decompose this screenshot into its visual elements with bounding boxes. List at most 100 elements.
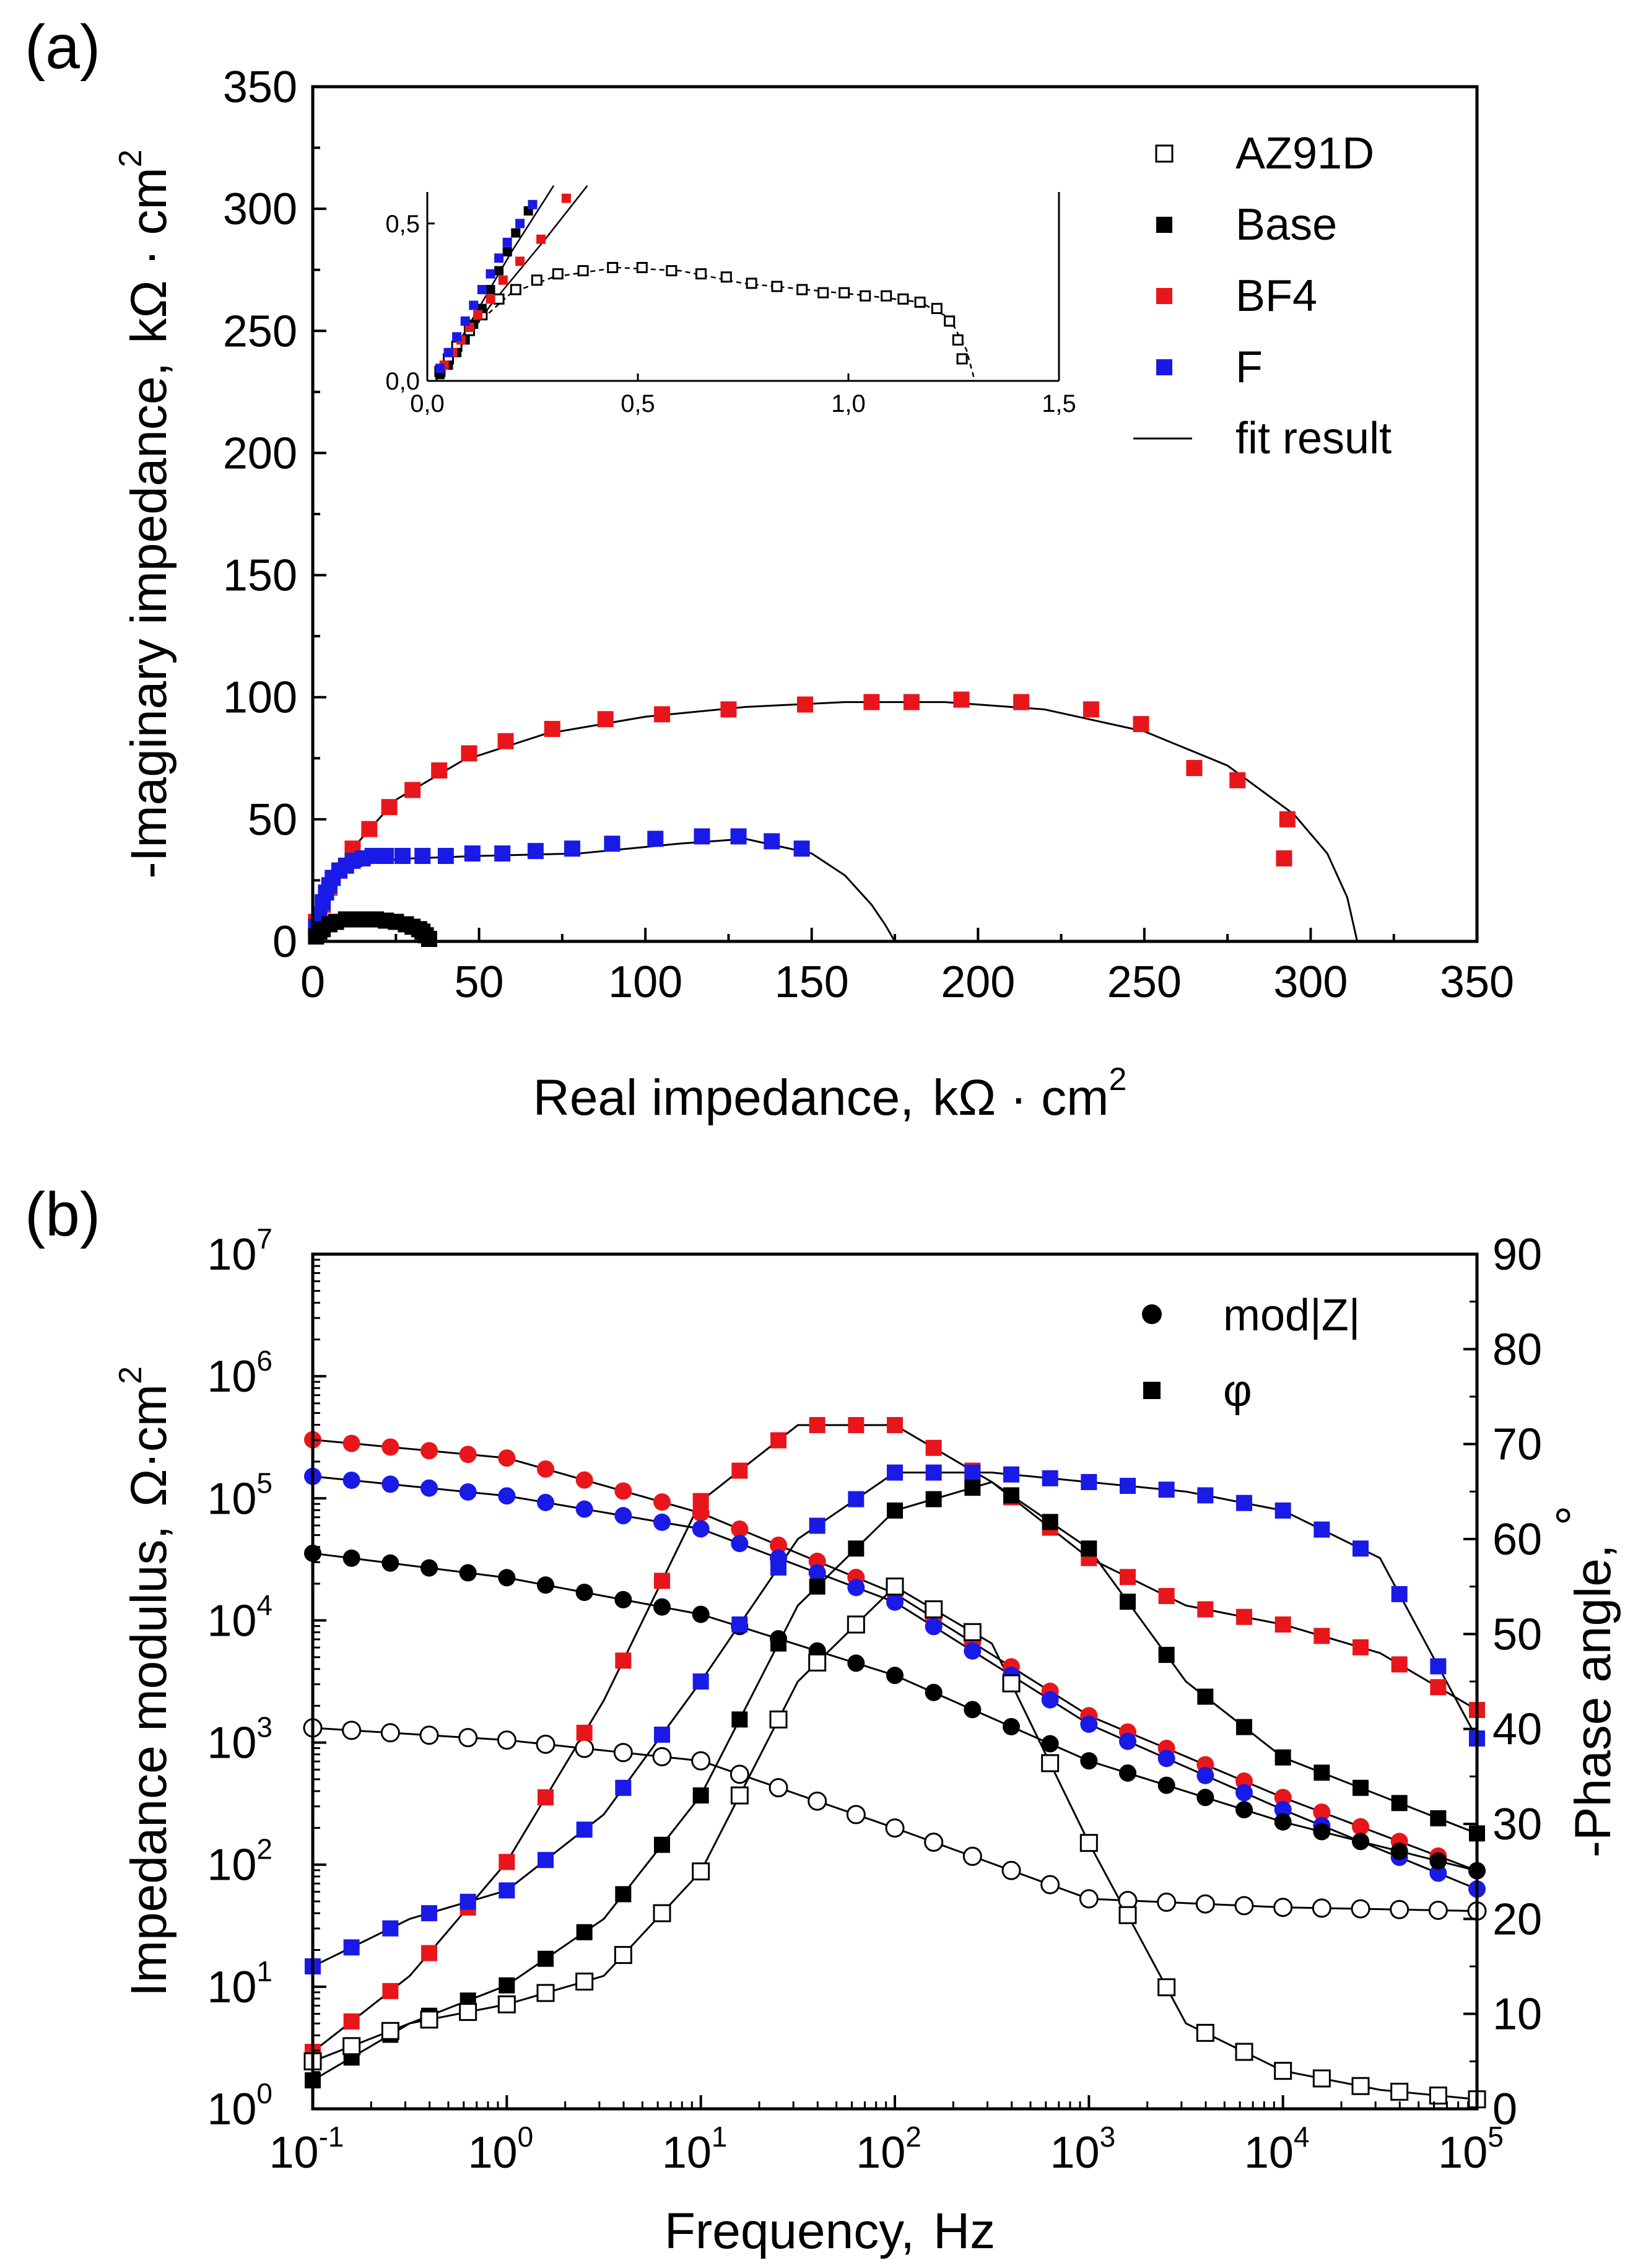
modulus-point-f bbox=[1196, 1766, 1214, 1784]
modulus-point-base bbox=[459, 1564, 477, 1582]
x-tick-label: 100 bbox=[468, 2121, 533, 2178]
modulus-point-az91d bbox=[885, 1818, 905, 1838]
y-tick-label: 300 bbox=[223, 185, 297, 234]
phase-point-f bbox=[1120, 1478, 1136, 1494]
modulus-point-f bbox=[692, 1520, 710, 1538]
modulus-point-base bbox=[847, 1654, 865, 1672]
modulus-point-bf4 bbox=[614, 1482, 632, 1500]
legend-label: F bbox=[1235, 342, 1263, 392]
phase-point-base bbox=[1391, 1795, 1408, 1812]
inset-point-az91d bbox=[881, 290, 892, 302]
phase-point-base bbox=[576, 1924, 593, 1940]
y-tick-label: 104 bbox=[207, 1589, 272, 1646]
x-tick-label: 300 bbox=[1273, 957, 1348, 1007]
y-tick-label: 100 bbox=[207, 2077, 272, 2134]
phase-point-f bbox=[1003, 1466, 1019, 1483]
data-point-bf4 bbox=[1083, 701, 1099, 718]
data-point-f bbox=[564, 840, 580, 857]
data-point-bf4 bbox=[1013, 694, 1030, 710]
phase-point-az91d bbox=[886, 1577, 904, 1596]
phase-point-az91d bbox=[342, 2037, 361, 2056]
data-point-f bbox=[764, 833, 780, 850]
panel-a-x-axis-label: Real impedance, kΩ · cm2 bbox=[533, 1062, 1127, 1126]
inset-point-f bbox=[515, 219, 525, 229]
phase-point-base bbox=[925, 1491, 942, 1507]
phase-point-bf4 bbox=[1158, 1588, 1175, 1604]
modulus-point-base bbox=[1003, 1717, 1020, 1735]
x-tick-label: 250 bbox=[1107, 957, 1182, 1007]
modulus-point-f bbox=[1274, 1801, 1292, 1818]
phase-point-bf4 bbox=[1197, 1601, 1214, 1618]
legend-label: fit result bbox=[1235, 414, 1392, 463]
data-point-f bbox=[464, 845, 481, 862]
panel-b-x-axis-label: Frequency, Hz bbox=[664, 2203, 995, 2259]
inset-point-bf4 bbox=[536, 234, 546, 244]
phase-point-az91d bbox=[575, 1973, 594, 1991]
inset-point-base bbox=[494, 266, 504, 276]
modulus-point-bf4 bbox=[731, 1520, 749, 1538]
phase-point-f bbox=[848, 1491, 865, 1507]
phase-point-az91d bbox=[1274, 2062, 1292, 2080]
panel-b-label: (b) bbox=[25, 1180, 100, 1249]
data-point-bf4 bbox=[1229, 772, 1246, 788]
data-point-bf4 bbox=[1186, 760, 1203, 777]
modulus-point-az91d bbox=[924, 1832, 944, 1852]
phase-point-f bbox=[887, 1464, 903, 1481]
panel-a-nyquist-plot: (a) 0 50 100 150 200 250 300 350 0 50 100 150 200 25… bbox=[25, 12, 1514, 1126]
x-tick-label: 102 bbox=[856, 2121, 921, 2178]
modulus-point-az91d bbox=[846, 1805, 866, 1825]
data-point-bf4 bbox=[404, 782, 421, 798]
phase-point-f bbox=[343, 1939, 360, 1956]
y-tick-label: 350 bbox=[223, 63, 297, 112]
modulus-point-az91d bbox=[1234, 1896, 1254, 1916]
modulus-point-f bbox=[925, 1618, 943, 1636]
phase-point-bf4 bbox=[731, 1462, 748, 1479]
x-tick-label: 103 bbox=[1050, 2121, 1115, 2178]
y2-tick-label: 20 bbox=[1492, 1895, 1542, 1944]
phase-point-bf4 bbox=[615, 1652, 632, 1669]
phase-point-az91d bbox=[1118, 1906, 1137, 1924]
modulus-point-base bbox=[1080, 1752, 1098, 1770]
data-point-f bbox=[527, 843, 544, 860]
phase-point-base bbox=[887, 1503, 903, 1519]
phase-point-base bbox=[1081, 1540, 1097, 1557]
inset-point-az91d bbox=[746, 277, 757, 289]
phase-point-bf4 bbox=[1430, 1679, 1447, 1696]
inset-point-az91d bbox=[493, 293, 505, 305]
y-tick-label: 102 bbox=[207, 1833, 272, 1890]
panel-a-y-axis-label: -Imaginary impedance,kΩ · cm2 bbox=[113, 149, 177, 878]
y-tick-label: 200 bbox=[223, 429, 297, 478]
data-point-bf4 bbox=[863, 694, 880, 710]
data-point-bf4 bbox=[720, 701, 737, 718]
phase-point-az91d bbox=[1429, 2087, 1447, 2105]
modulus-point-az91d bbox=[497, 1730, 516, 1750]
phase-point-f bbox=[1042, 1470, 1058, 1486]
legend-swatch bbox=[1156, 288, 1172, 304]
fit-curve bbox=[311, 701, 1359, 942]
phase-point-bf4 bbox=[1353, 1639, 1369, 1655]
panel-a-x-ticks: 0 50 100 150 200 250 300 350 bbox=[300, 928, 1514, 1007]
data-point-f bbox=[494, 845, 511, 862]
phase-point-bf4 bbox=[925, 1439, 942, 1456]
x-tick-label: 0 bbox=[300, 957, 325, 1007]
y2-tick-label: 30 bbox=[1492, 1800, 1542, 1849]
modulus-point-f bbox=[1041, 1691, 1059, 1709]
phase-point-bf4 bbox=[1313, 1628, 1330, 1644]
modulus-point-bf4 bbox=[459, 1446, 477, 1463]
data-point-bf4 bbox=[361, 821, 378, 837]
data-point-bf4 bbox=[903, 694, 920, 710]
legend-swatch-circle bbox=[1142, 1304, 1162, 1324]
inset-point-bf4 bbox=[486, 294, 495, 304]
y2-tick-label: 40 bbox=[1492, 1705, 1542, 1755]
phase-point-bf4 bbox=[1391, 1656, 1408, 1673]
phase-point-f bbox=[1353, 1540, 1369, 1557]
modulus-point-az91d bbox=[962, 1846, 982, 1866]
inset-point-base bbox=[486, 285, 495, 295]
legend-swatch bbox=[1155, 144, 1174, 163]
inset-point-f bbox=[452, 332, 462, 342]
modulus-point-base bbox=[1352, 1833, 1369, 1851]
modulus-point-az91d bbox=[1157, 1892, 1177, 1912]
phase-point-bf4 bbox=[343, 2013, 360, 2030]
modulus-point-f bbox=[731, 1535, 749, 1553]
legend-label: AZ91D bbox=[1235, 129, 1374, 178]
